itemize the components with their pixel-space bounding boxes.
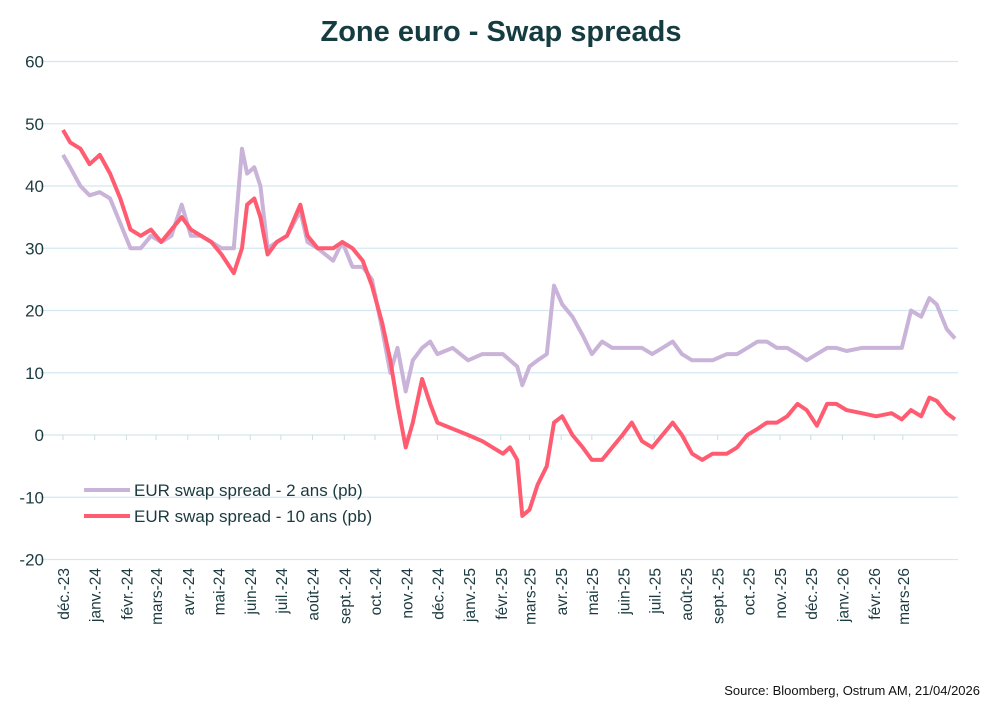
x-tick-label: janv.-25: [462, 568, 479, 623]
x-tick-label: mai-25: [585, 568, 602, 615]
y-tick-label: 30: [25, 239, 44, 258]
y-tick-label: 20: [25, 302, 44, 321]
y-tick-label: 60: [25, 53, 44, 72]
y-tick-label: 50: [25, 115, 44, 134]
x-tick-label: nov.-24: [400, 568, 417, 619]
x-tick-label: juin-25: [617, 568, 634, 616]
x-tick-label: déc.-25: [804, 568, 821, 620]
x-tick-label: mars-24: [149, 568, 166, 625]
series-line-10y: [61, 128, 957, 518]
x-tick-label: mars-26: [896, 568, 913, 625]
legend-label: EUR swap spread - 10 ans (pb): [134, 507, 372, 526]
y-tick-label: -20: [19, 551, 44, 570]
y-tick-label: 0: [35, 426, 44, 445]
x-tick-label: avr.-24: [181, 568, 198, 616]
chart-title: Zone euro - Swap spreads: [320, 16, 682, 48]
source-note: Source: Bloomberg, Ostrum AM, 21/04/2026: [724, 683, 980, 698]
x-tick-label: juil.-25: [647, 568, 664, 615]
x-tick-label: sept.-25: [711, 568, 728, 624]
x-tick-label: juin-24: [243, 568, 260, 616]
x-tick-label: août-24: [306, 568, 323, 621]
legend-label: EUR swap spread - 2 ans (pb): [134, 481, 363, 500]
x-tick-label: déc.-23: [56, 568, 73, 620]
x-tick-label: nov.-25: [773, 568, 790, 619]
x-tick-label: janv.-26: [835, 568, 852, 623]
x-tick-label: juil.-24: [274, 568, 291, 615]
x-tick-label: août-25: [679, 568, 696, 621]
x-tick-label: janv.-24: [88, 568, 105, 623]
x-tick-label: oct.-25: [741, 568, 758, 615]
x-tick-label: févr.-26: [867, 568, 884, 620]
series-line-2y: [61, 146, 957, 394]
y-tick-label: -10: [19, 488, 44, 507]
x-tick-label: mars-25: [522, 568, 539, 625]
x-tick-label: févr.-25: [494, 568, 511, 620]
x-tick-label: mai-24: [211, 568, 228, 616]
y-tick-label: 10: [25, 364, 44, 383]
x-tick-label: sept.-24: [337, 568, 354, 624]
x-tick-label: oct.-24: [368, 568, 385, 616]
x-tick-label: déc.-24: [430, 568, 447, 620]
x-tick-label: févr.-24: [119, 568, 136, 620]
x-tick-label: avr.-25: [554, 568, 571, 615]
y-tick-label: 40: [25, 177, 44, 196]
